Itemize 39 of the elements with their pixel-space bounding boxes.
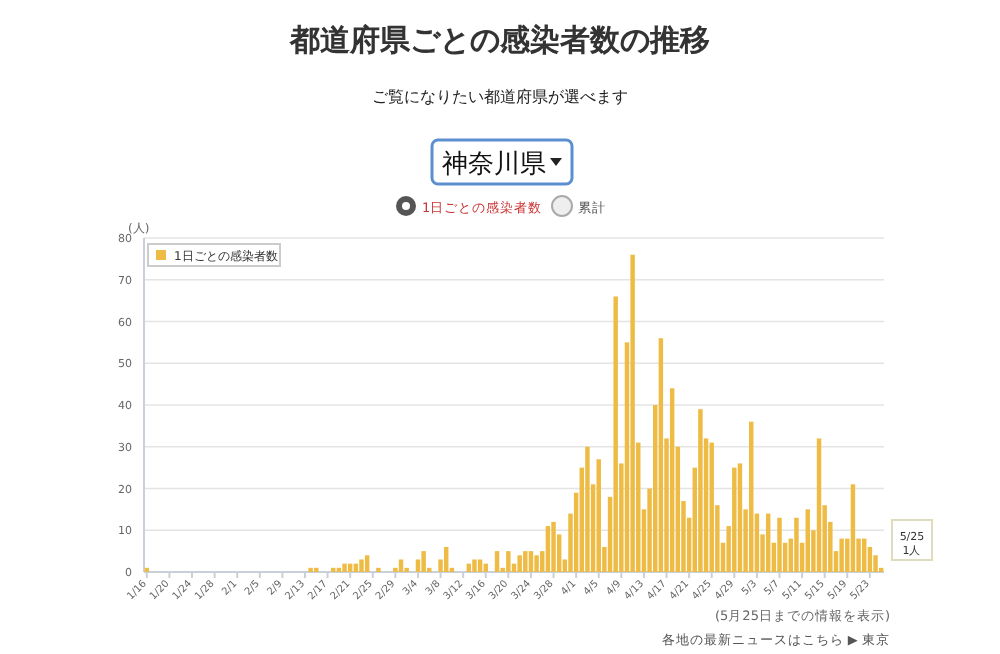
bar [415, 559, 421, 572]
bar [364, 555, 370, 572]
bar [658, 338, 664, 572]
bar [494, 551, 500, 572]
bar [669, 388, 675, 572]
bar [873, 555, 878, 572]
chart-title: 都道府県ごとの感染者数の推移 [288, 22, 710, 58]
bar [805, 509, 810, 572]
bar [613, 296, 618, 572]
bar [777, 517, 782, 572]
bar [523, 551, 528, 572]
bar [749, 421, 754, 572]
bar [737, 463, 743, 572]
bar [421, 551, 426, 572]
bar [545, 526, 551, 572]
bar [585, 446, 590, 572]
bar [816, 438, 822, 572]
bar [477, 559, 483, 572]
bar [534, 555, 539, 572]
text: 神奈川県 [442, 150, 546, 180]
bar [732, 467, 737, 572]
bar [839, 538, 844, 572]
chart-subtitle: ご覧になりたい都道府県が選べます [372, 88, 628, 106]
bar [506, 551, 511, 572]
bar [398, 559, 404, 572]
bar [867, 546, 873, 572]
bar [517, 555, 522, 572]
bar [698, 409, 703, 572]
bar [596, 459, 601, 572]
bar [709, 442, 714, 572]
bar [359, 559, 364, 572]
bar [551, 521, 556, 572]
bar [794, 517, 799, 572]
bar [443, 546, 449, 572]
bar [850, 484, 856, 572]
bar [472, 559, 477, 572]
bar [630, 254, 635, 572]
bar [528, 551, 534, 572]
bar [342, 563, 347, 572]
